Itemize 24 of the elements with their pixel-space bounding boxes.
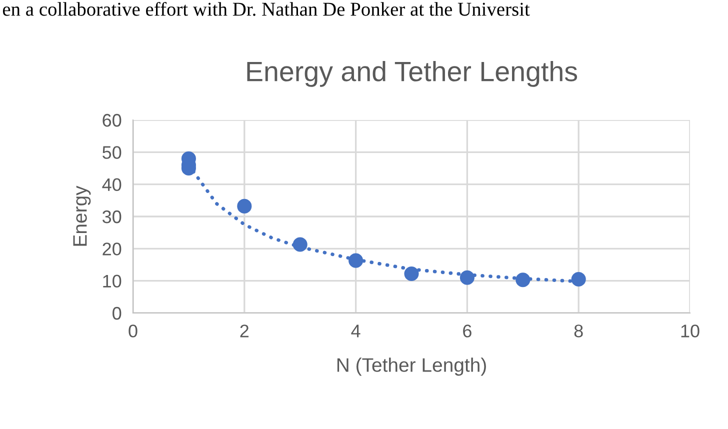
- point: [404, 266, 419, 282]
- y-tick-label: 50: [102, 146, 122, 159]
- x-tick-label: 10: [681, 324, 700, 338]
- point: [292, 237, 308, 252]
- y-tick-label: 60: [102, 114, 122, 127]
- point: [348, 253, 364, 268]
- y-axis-title: Energy: [73, 186, 91, 246]
- point: [460, 270, 474, 285]
- x-tick-label: 6: [463, 324, 472, 338]
- x-tick-label: 0: [128, 324, 138, 338]
- point: [571, 272, 586, 287]
- x-tick-label: 4: [351, 324, 360, 338]
- text: en a collaborative effort with Dr. Nathan De Ponker at the Universit: [2, 2, 530, 16]
- point: [237, 198, 252, 214]
- y-tick-label: 40: [102, 178, 122, 192]
- y-tick-label: 20: [102, 242, 122, 256]
- x-axis-title: N (Tether Length): [337, 358, 486, 376]
- y-tick-label: 30: [102, 210, 122, 224]
- x-tick-label: 8: [574, 324, 583, 338]
- y-tick-label: 10: [103, 274, 122, 288]
- chart-title: Energy and Tether Lengths: [247, 60, 578, 87]
- point: [516, 272, 530, 288]
- x-tick-label: 2: [240, 324, 249, 338]
- y-tick-label: 0: [112, 306, 122, 320]
